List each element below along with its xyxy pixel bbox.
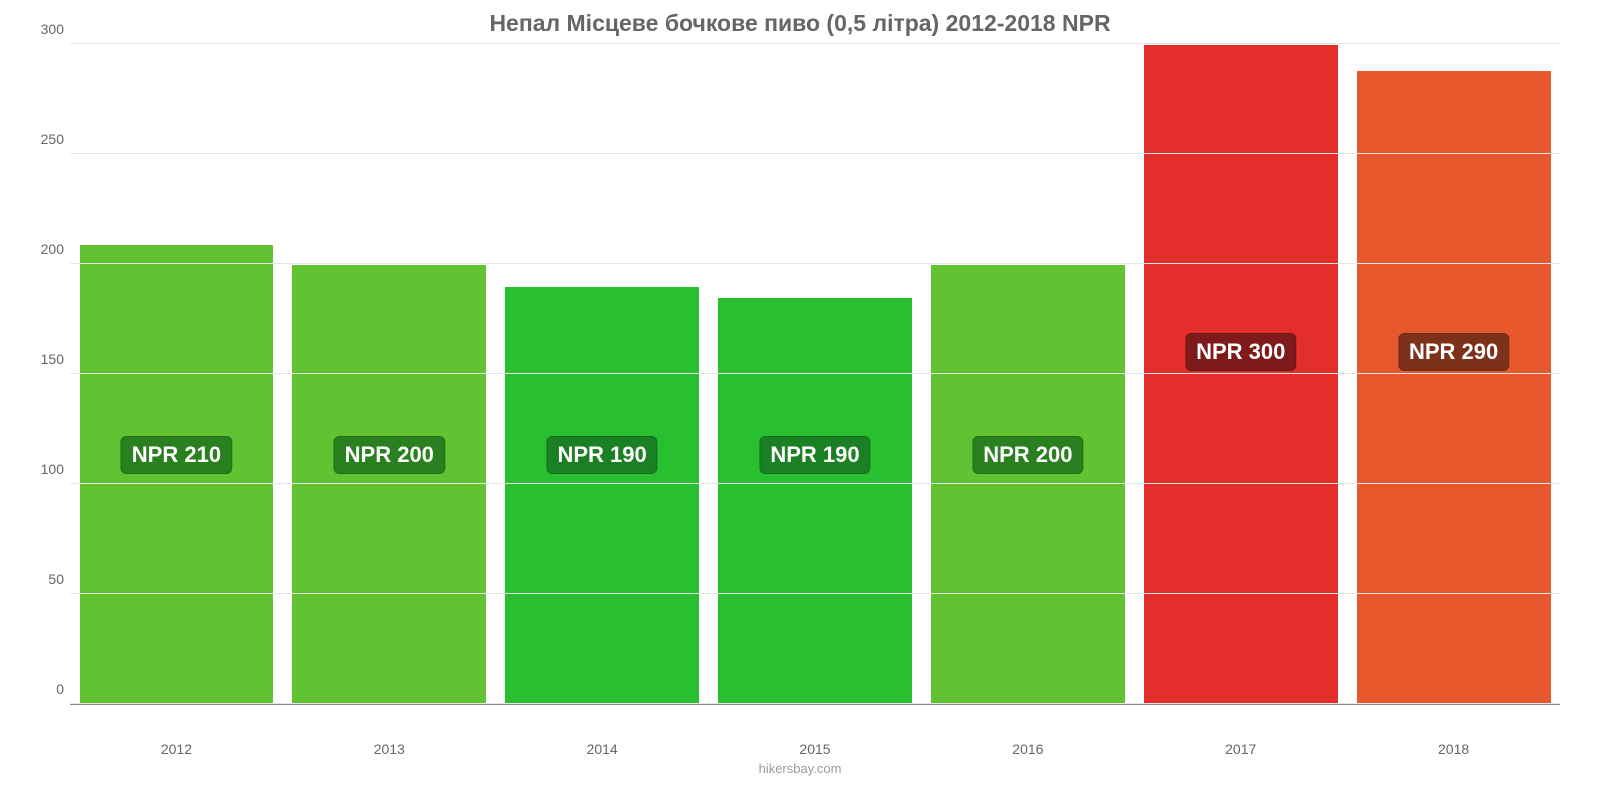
- gridline: [70, 703, 1560, 704]
- chart-title: Непал Місцеве бочкове пиво (0,5 літра) 2…: [40, 10, 1560, 37]
- gridline: [70, 593, 1560, 594]
- y-tick: 200: [41, 241, 64, 257]
- bar: [1143, 44, 1339, 704]
- bar-slot: NPR 300: [1134, 45, 1347, 704]
- bar-value-label: NPR 190: [759, 436, 870, 474]
- bar-value-label: NPR 190: [547, 436, 658, 474]
- chart-container: Непал Місцеве бочкове пиво (0,5 літра) 2…: [40, 10, 1560, 770]
- bar: [1356, 70, 1552, 704]
- bar-slot: NPR 190: [496, 45, 709, 704]
- bar: [291, 264, 487, 704]
- bar-slot: NPR 200: [921, 45, 1134, 704]
- x-tick-label: 2013: [283, 735, 496, 759]
- x-tick-label: 2018: [1347, 735, 1560, 759]
- gridline: [70, 483, 1560, 484]
- gridline: [70, 153, 1560, 154]
- y-tick: 250: [41, 131, 64, 147]
- x-tick-label: 2012: [70, 735, 283, 759]
- x-tick-label: 2017: [1134, 735, 1347, 759]
- bar-slot: NPR 210: [70, 45, 283, 704]
- bar: [717, 297, 913, 704]
- y-tick: 300: [41, 21, 64, 37]
- bar-value-label: NPR 210: [121, 436, 232, 474]
- y-axis: 050100150200250300: [40, 45, 70, 705]
- y-tick: 50: [48, 571, 64, 587]
- gridline: [70, 43, 1560, 44]
- attribution: hikersbay.com: [40, 761, 1560, 776]
- bar-slot: NPR 290: [1347, 45, 1560, 704]
- gridline: [70, 263, 1560, 264]
- bar-value-label: NPR 300: [1185, 333, 1296, 371]
- plot-area: NPR 210 NPR 200 NPR 190 NPR 190 NPR 200 NPR 3…: [70, 45, 1560, 705]
- bar-value-label: NPR 290: [1398, 333, 1509, 371]
- y-tick: 150: [41, 351, 64, 367]
- bar: [930, 264, 1126, 704]
- plot-wrap: 050100150200250300 NPR 210NPR 200NPR 190…: [40, 45, 1560, 735]
- x-tick-label: 2014: [496, 735, 709, 759]
- x-tick-label: 2016: [921, 735, 1134, 759]
- y-tick: 0: [56, 681, 64, 697]
- x-tick-label: 2015: [709, 735, 922, 759]
- bar-value-label: NPR 200: [334, 436, 445, 474]
- gridline: [70, 373, 1560, 374]
- bar-slot: NPR 200: [283, 45, 496, 704]
- y-tick: 100: [41, 461, 64, 477]
- bar-slot: NPR 190: [709, 45, 922, 704]
- x-axis-labels: 2012201320142015201620172018: [70, 735, 1560, 759]
- bars-row: NPR 210 NPR 200 NPR 190 NPR 190 NPR 200 NPR 3…: [70, 45, 1560, 704]
- bar-value-label: NPR 200: [972, 436, 1083, 474]
- bar: [504, 286, 700, 704]
